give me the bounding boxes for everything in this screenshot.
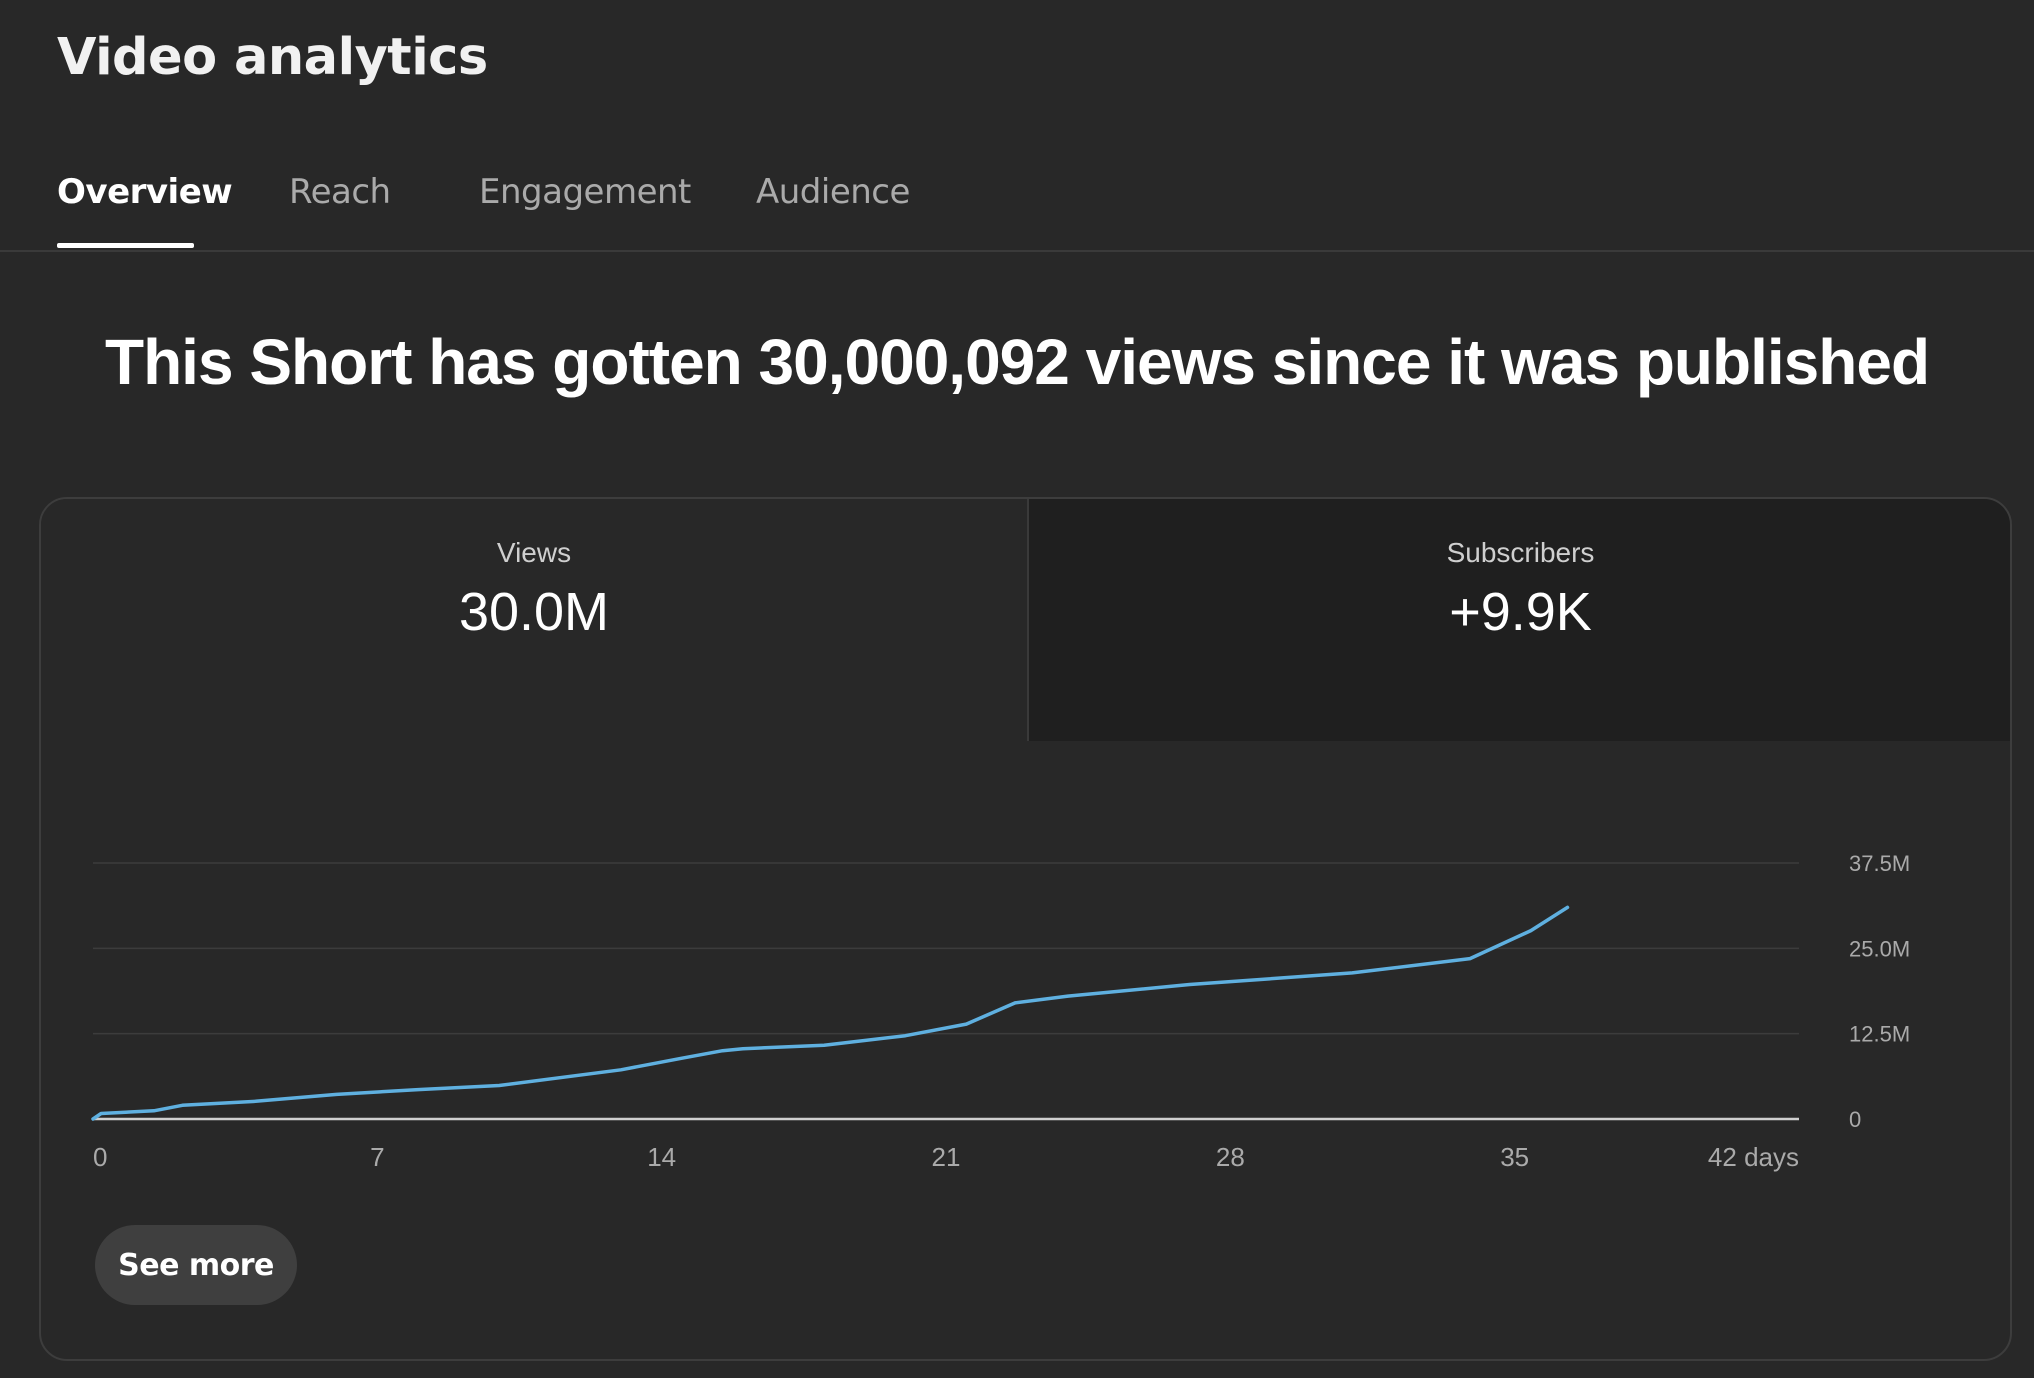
page-title: Video analytics [57,28,488,87]
see-more-button[interactable]: See more [95,1225,297,1305]
x-tick-label: 7 [370,1142,384,1172]
y-tick-label: 0 [1849,1107,1861,1132]
tab-bar: Overview Reach Engagement Audience [0,160,2034,252]
subscribers-metric-tab[interactable]: Subscribers +9.9K [1027,499,2010,741]
tab-overview[interactable]: Overview [57,172,233,212]
views-metric-value: 30.0M [458,582,610,642]
x-tick-label: 35 [1500,1142,1529,1172]
views-metric-tab[interactable]: Views 30.0M [41,499,1027,741]
x-tick-label: 21 [932,1142,961,1172]
active-tab-indicator [57,243,194,248]
views-line-chart: 0 12.5M 25.0M 37.5M 0 7 14 21 28 35 42 days [91,851,1910,1172]
x-tick-label: 28 [1216,1142,1245,1172]
tab-reach[interactable]: Reach [289,172,391,212]
subscribers-metric-value: +9.9K [1449,582,1592,642]
tab-engagement[interactable]: Engagement [479,172,691,212]
x-tick-label: 14 [647,1142,676,1172]
tab-audience[interactable]: Audience [756,172,910,212]
y-tick-label: 25.0M [1849,936,1910,961]
views-metric-label: Views [496,537,572,568]
x-tick-label: 42 days [1708,1142,1799,1172]
y-tick-label: 37.5M [1849,851,1910,876]
y-tick-label: 12.5M [1849,1022,1910,1047]
views-headline: This Short has gotten 30,000,092 views s… [104,326,1930,398]
x-tick-label: 0 [93,1142,107,1172]
views-series-line [91,905,1570,1121]
subscribers-metric-label: Subscribers [1446,537,1595,568]
analytics-card: Views 30.0M Subscribers +9.9K 0 12.5M 25.0… [39,497,2012,1361]
